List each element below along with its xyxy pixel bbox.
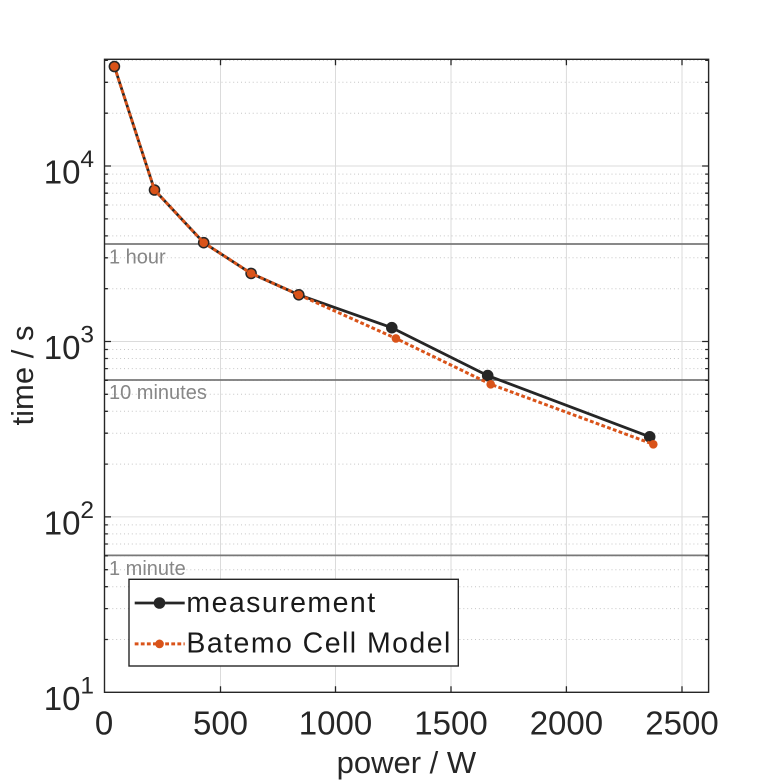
svg-text:1 minute: 1 minute [109, 558, 186, 580]
svg-text:power / W: power / W [337, 745, 477, 780]
svg-text:1 hour: 1 hour [109, 247, 166, 269]
svg-text:time / s: time / s [5, 326, 40, 426]
svg-text:1500: 1500 [414, 705, 487, 742]
svg-text:2: 2 [80, 497, 94, 524]
svg-text:1000: 1000 [299, 705, 372, 742]
svg-text:10: 10 [44, 329, 81, 366]
svg-text:3: 3 [80, 322, 94, 349]
svg-text:10: 10 [44, 680, 81, 717]
svg-text:1: 1 [80, 673, 94, 700]
svg-text:500: 500 [193, 705, 248, 742]
svg-text:Batemo Cell Model: Batemo Cell Model [186, 628, 451, 660]
svg-text:0: 0 [95, 705, 113, 742]
svg-text:4: 4 [80, 146, 94, 173]
svg-text:2000: 2000 [530, 705, 603, 742]
svg-text:10 minutes: 10 minutes [109, 382, 207, 404]
svg-text:2500: 2500 [645, 705, 718, 742]
svg-text:10: 10 [44, 154, 81, 191]
svg-text:10: 10 [44, 504, 81, 541]
svg-text:measurement: measurement [186, 587, 376, 619]
